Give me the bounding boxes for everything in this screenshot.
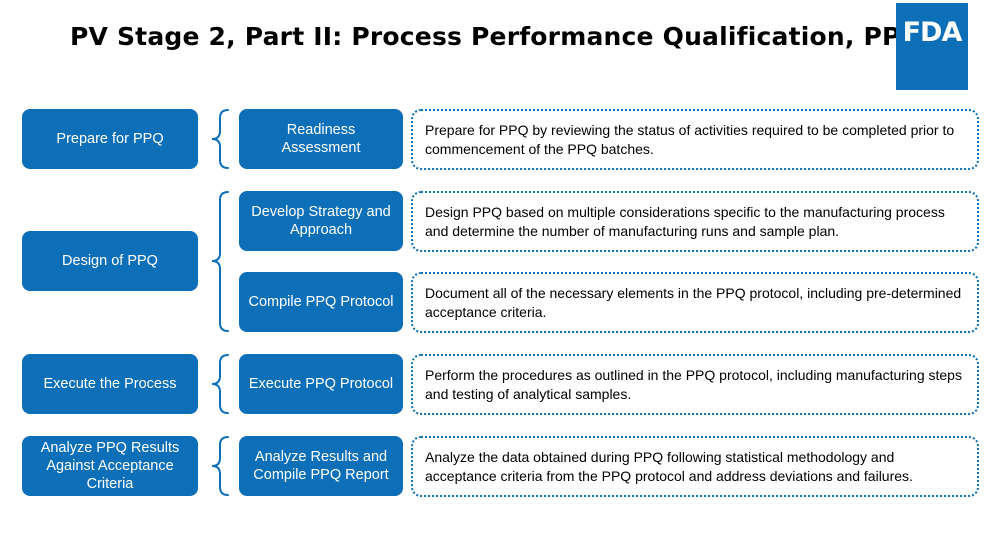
- bracket-prepare: [211, 109, 229, 169]
- stage-analyze-ppq-results: Analyze PPQ Results Against Acceptance C…: [22, 436, 198, 496]
- bracket-design: [211, 191, 229, 332]
- description-text: Design PPQ based on multiple considerati…: [425, 203, 945, 239]
- step-label: Execute PPQ Protocol: [248, 376, 394, 392]
- description-develop-strategy: Design PPQ based on multiple considerati…: [411, 191, 979, 252]
- stage-label: Analyze PPQ Results Against Acceptance C…: [40, 440, 180, 492]
- description-text: Prepare for PPQ by reviewing the status …: [425, 121, 955, 157]
- stage-prepare-for-ppq: Prepare for PPQ: [22, 109, 198, 169]
- step-readiness-assessment: Readiness Assessment: [239, 109, 403, 169]
- step-compile-ppq-protocol: Compile PPQ Protocol: [239, 272, 403, 332]
- step-label: Develop Strategy and Approach: [251, 204, 391, 238]
- fda-logo-text: FDA: [902, 17, 963, 48]
- description-text: Document all of the necessary elements i…: [425, 284, 962, 320]
- step-execute-ppq-protocol: Execute PPQ Protocol: [239, 354, 403, 414]
- stage-execute-the-process: Execute the Process: [22, 354, 198, 414]
- description-compile-ppq-protocol: Document all of the necessary elements i…: [411, 272, 979, 333]
- stage-label: Prepare for PPQ: [56, 131, 164, 147]
- description-execute-ppq-protocol: Perform the procedures as outlined in th…: [411, 354, 979, 415]
- description-readiness-assessment: Prepare for PPQ by reviewing the status …: [411, 109, 979, 170]
- bracket-analyze: [211, 436, 229, 496]
- step-label: Analyze Results and Compile PPQ Report: [253, 449, 389, 483]
- stage-design-of-ppq: Design of PPQ: [22, 231, 198, 291]
- step-analyze-results: Analyze Results and Compile PPQ Report: [239, 436, 403, 496]
- step-develop-strategy: Develop Strategy and Approach: [239, 191, 403, 251]
- bracket-execute: [211, 354, 229, 414]
- step-label: Readiness Assessment: [281, 122, 361, 156]
- stage-label: Execute the Process: [43, 376, 177, 392]
- page-title: PV Stage 2, Part II: Process Performance…: [70, 22, 922, 51]
- stage-label: Design of PPQ: [62, 253, 158, 269]
- description-analyze-results: Analyze the data obtained during PPQ fol…: [411, 436, 979, 497]
- description-text: Perform the procedures as outlined in th…: [425, 366, 962, 402]
- step-label: Compile PPQ Protocol: [248, 294, 394, 310]
- fda-logo: FDA: [896, 3, 968, 90]
- description-text: Analyze the data obtained during PPQ fol…: [425, 448, 913, 484]
